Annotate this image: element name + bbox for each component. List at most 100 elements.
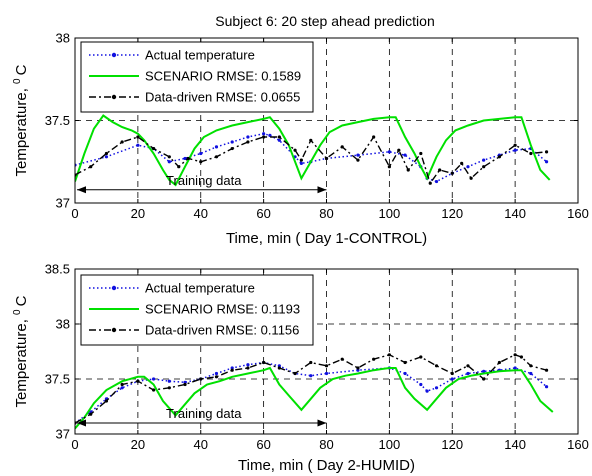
- data-point-actual: [434, 179, 439, 184]
- y-axis-label-superscript: 0: [12, 78, 23, 84]
- data-point-datadriven: [309, 138, 313, 142]
- chart-panel-day2: 0 20 40 60 80 100 120 140 160 37 37.5 38 38.5 Time, m…: [12, 262, 589, 475]
- data-point-datadriven: [544, 150, 549, 154]
- x-tick-label: 40: [194, 206, 208, 221]
- data-point-actual: [120, 386, 124, 390]
- data-point-actual: [309, 374, 313, 378]
- data-point-datadriven: [513, 353, 517, 357]
- y-tick-label: 37: [56, 196, 70, 211]
- y-axis-label-unit: C: [13, 295, 30, 306]
- series-line-datadriven: [75, 135, 547, 185]
- x-tick-label: 40: [194, 437, 208, 452]
- data-point-datadriven: [340, 357, 344, 361]
- data-point-datadriven: [544, 368, 549, 372]
- data-point-actual: [466, 371, 470, 376]
- data-point-datadriven: [277, 366, 281, 370]
- data-point-datadriven: [428, 181, 432, 185]
- data-point-actual: [136, 143, 140, 147]
- data-point-actual: [513, 148, 517, 152]
- data-point-actual: [356, 368, 360, 372]
- data-point-datadriven: [356, 366, 360, 370]
- x-tick-label: 0: [71, 437, 78, 452]
- data-point-actual: [268, 133, 272, 137]
- data-point-datadriven: [387, 353, 391, 357]
- y-tick-label: 37.5: [45, 372, 70, 387]
- data-point-datadriven: [497, 360, 502, 365]
- data-point-actual: [403, 371, 407, 376]
- data-point-datadriven: [460, 161, 464, 165]
- data-point-actual: [262, 132, 266, 136]
- data-point-datadriven: [167, 155, 171, 159]
- legend-marker-datadriven: [111, 94, 117, 100]
- x-axis-label: Time, min ( Day 1-CONTROL): [226, 230, 427, 247]
- data-point-datadriven: [482, 377, 486, 381]
- data-point-datadriven: [438, 168, 442, 172]
- x-tick-label: 160: [567, 206, 589, 221]
- data-point-actual: [230, 140, 234, 144]
- data-point-datadriven: [89, 165, 93, 169]
- data-point-actual: [277, 364, 281, 368]
- training-data-label: Training data: [166, 173, 242, 188]
- data-point-datadriven: [262, 135, 266, 139]
- x-tick-label: 140: [504, 206, 526, 221]
- data-point-datadriven: [309, 360, 313, 365]
- data-point-datadriven: [356, 158, 360, 162]
- data-point-actual: [214, 145, 219, 149]
- data-point-datadriven: [397, 148, 401, 152]
- series-line-datadriven: [75, 354, 547, 424]
- legend-label-scenario: SCENARIO RMSE: 0.1193: [145, 302, 300, 317]
- data-point-datadriven: [372, 357, 376, 361]
- data-point-actual: [513, 366, 517, 370]
- data-point-datadriven: [419, 355, 423, 359]
- series-line-actual: [75, 361, 548, 424]
- data-point-actual: [356, 153, 360, 157]
- x-tick-label: 120: [441, 206, 463, 221]
- data-point-datadriven: [324, 156, 329, 161]
- data-point-datadriven: [406, 168, 410, 172]
- arrow-head-right: [317, 186, 327, 194]
- data-point-actual: [183, 156, 187, 161]
- data-point-actual: [482, 158, 486, 162]
- data-point-actual: [151, 377, 156, 381]
- data-point-datadriven: [151, 388, 156, 392]
- data-point-actual: [167, 379, 171, 383]
- data-point-actual: [104, 155, 109, 159]
- data-point-datadriven: [450, 171, 454, 175]
- data-point-actual: [544, 385, 549, 389]
- x-tick-label: 60: [256, 206, 270, 221]
- data-point-actual: [387, 150, 391, 154]
- data-point-actual: [230, 366, 234, 370]
- data-point-datadriven: [372, 135, 376, 139]
- data-point-datadriven: [214, 155, 219, 159]
- legend-label-datadriven: Data-driven RMSE: 0.1156: [145, 323, 299, 338]
- data-point-datadriven: [262, 360, 266, 365]
- data-point-actual: [246, 135, 250, 139]
- data-point-actual: [299, 161, 303, 165]
- data-point-datadriven: [299, 158, 303, 162]
- legend-marker-actual: [111, 52, 117, 58]
- x-tick-label: 20: [131, 206, 145, 221]
- data-point-actual: [466, 165, 470, 169]
- data-point-actual: [246, 363, 250, 367]
- y-tick-label: 38: [56, 317, 70, 332]
- y-axis-label-text: Temperature,: [13, 315, 30, 408]
- data-point-datadriven: [104, 399, 109, 403]
- legend-label-actual: Actual temperature: [145, 48, 255, 63]
- series-line-actual: [75, 132, 548, 183]
- data-point-datadriven: [293, 148, 297, 152]
- x-tick-label: 60: [256, 437, 270, 452]
- data-point-datadriven: [89, 412, 93, 416]
- series-line-scenario: [75, 366, 554, 430]
- data-point-datadriven: [513, 143, 517, 147]
- data-point-datadriven: [529, 151, 533, 156]
- arrow-head-left: [77, 186, 86, 194]
- data-point-actual: [183, 380, 187, 384]
- legend-label-actual: Actual temperature: [145, 281, 255, 296]
- data-point-datadriven: [482, 165, 486, 169]
- y-axis-label: Temperature, 0 C: [12, 295, 30, 407]
- data-point-actual: [419, 382, 423, 387]
- legend-label-scenario: SCENARIO RMSE: 0.1589: [145, 69, 301, 84]
- y-axis-label-unit: C: [13, 64, 30, 75]
- x-tick-label: 80: [319, 206, 333, 221]
